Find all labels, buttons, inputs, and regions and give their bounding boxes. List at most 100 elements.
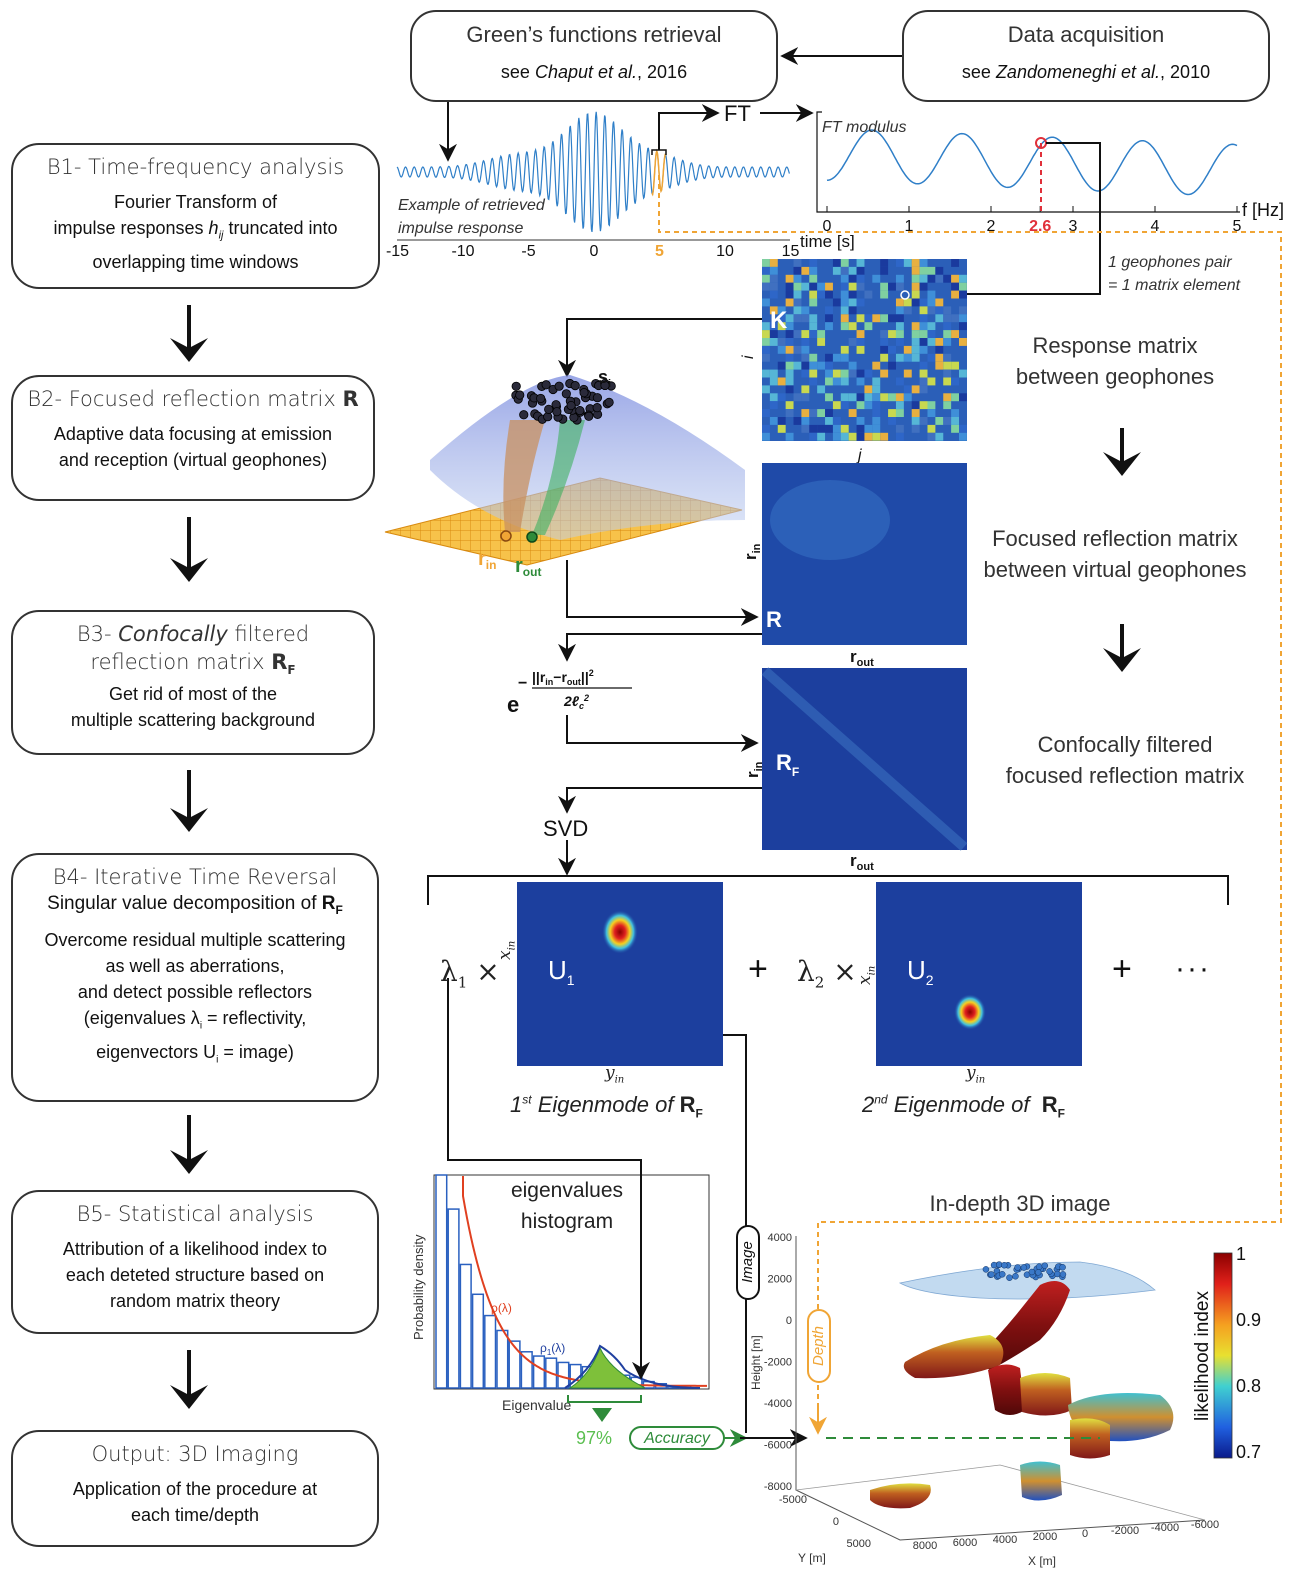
- matrix-k-cell: [903, 306, 912, 315]
- step-b4-desc4sub: i: [199, 1020, 203, 1032]
- u1-sub: 1: [566, 972, 575, 989]
- matrix-k-cell: [856, 298, 865, 307]
- y-tick-label: 0: [833, 1516, 839, 1528]
- spectrum-tick-label: 2: [987, 218, 996, 235]
- matrix-k-cell: [848, 306, 857, 315]
- matrix-k-cell: [801, 417, 810, 425]
- matrix-k-cell: [777, 424, 786, 433]
- matrix-k-cell: [951, 290, 960, 299]
- arrow-r-to-filter: [558, 633, 762, 662]
- mode1-sub: F: [695, 1106, 703, 1121]
- signal-tick-label: 5: [655, 243, 664, 260]
- matrix-k-cell: [880, 282, 889, 291]
- matrix-k-cell: [911, 274, 920, 283]
- geophone-dot: [552, 407, 562, 417]
- matrix-k-cell: [880, 369, 889, 378]
- matrix-k-cell: [785, 409, 794, 417]
- matrix-k-cell: [911, 322, 920, 331]
- step-b1-desc-part: impulse responses: [53, 218, 209, 238]
- matrix-rf-letter: RF: [776, 750, 799, 779]
- matrix-k-cell: [911, 282, 920, 291]
- topography-geophone: [1059, 1271, 1067, 1278]
- matrix-k-cell: [848, 290, 857, 299]
- topography-geophone: [1041, 1262, 1049, 1269]
- matrix-k-cell: [848, 361, 857, 370]
- matrix-k-cell: [840, 298, 849, 307]
- matrix-k-cell: [785, 330, 794, 338]
- step-b3-box: B3- Confocally filtered reflection matri…: [11, 610, 375, 755]
- step-b3-title: B3- Confocally filtered: [13, 622, 373, 646]
- geophone-dot: [575, 406, 585, 416]
- mode1-text: Eigenmode of: [531, 1092, 680, 1117]
- matrix-rf-row-label: rin: [743, 761, 765, 778]
- matrix-k-cell: [927, 322, 936, 331]
- matrix-k-cell: [762, 338, 770, 346]
- matrix-k-cell: [927, 424, 936, 433]
- response-label-line2: between geophones: [1015, 364, 1215, 389]
- matrix-r-row-label: rin: [741, 543, 763, 560]
- matrix-k-cell: [935, 306, 944, 315]
- matrix-k-cell: [943, 322, 952, 331]
- matrix-k-cell: [888, 409, 896, 417]
- eigenmode-1-hotspot: [602, 910, 638, 954]
- matrix-k-cell: [825, 306, 833, 315]
- r-in-label: rin: [478, 548, 496, 572]
- impulse-response-plot: -15 -10 -5 0 5 10 15 Example of retrieved impu…: [386, 101, 855, 260]
- matrix-k-cell: [825, 353, 833, 362]
- mode1-sup: st: [522, 1092, 532, 1107]
- matrix-k-cell: [927, 266, 936, 275]
- matrix-k-cell: [919, 377, 928, 386]
- histogram-bar: [471, 1293, 485, 1389]
- step-b3-title-pre: B3-: [76, 622, 119, 646]
- x-tick-label: -2000: [1111, 1525, 1139, 1537]
- matrix-k-cell: [848, 393, 857, 402]
- step-b4-title: B4- Iterative Time Reversal: [52, 865, 338, 889]
- matrix-k-cell: [911, 330, 920, 338]
- 3d-structure-pillar-1: [988, 1364, 1025, 1415]
- matrix-k-cell: [895, 409, 904, 417]
- step-b3-title-italic: Confocally: [118, 622, 228, 646]
- z-axis-ticks: 4000 2000 0 -2000 -4000 -6000 -8000: [764, 1232, 792, 1493]
- matrix-k-cell: [919, 306, 928, 315]
- step-b4-desc5a: eigenvectors U: [96, 1042, 217, 1063]
- z-tick-label: 2000: [768, 1274, 792, 1286]
- step-b4-subtitle-sub: F: [335, 902, 343, 917]
- image-tag: [736, 1225, 760, 1300]
- x-tick-label: 8000: [913, 1540, 937, 1552]
- matrix-k-cell: [809, 409, 818, 417]
- geophone-dot: [544, 404, 554, 414]
- matrix-k-cell: [840, 369, 849, 378]
- spectrum-ticks: 0 1 2 2.6 3 4 5: [823, 206, 1242, 235]
- topography-geophone: [1035, 1263, 1043, 1270]
- arrow-lambda-to-histogram: [447, 978, 650, 1380]
- matrix-k-cell: [777, 338, 786, 346]
- matrix-k-cell: [888, 417, 896, 425]
- matrix-k-cell: [832, 432, 841, 441]
- matrix-k-cell: [840, 314, 849, 323]
- matrix-k-cell: [935, 274, 944, 283]
- geophone-dot: [584, 411, 594, 421]
- matrix-k-cell: [856, 282, 865, 291]
- matrix-r-glow: [770, 480, 890, 560]
- matrix-k-cell: [951, 282, 960, 291]
- step-b4-desc5sub: i: [216, 1054, 219, 1066]
- spectrum-tick-label: 5: [1233, 218, 1242, 235]
- histogram-bar: [532, 1355, 546, 1389]
- matrix-k-cell: [919, 361, 928, 370]
- impulse-response-window: [651, 148, 667, 197]
- matrix-k-cell: [943, 369, 952, 378]
- greens-ref-year: , 2016: [637, 62, 688, 82]
- histogram-xlabel: Eigenvalue: [502, 1397, 571, 1413]
- matrix-k-letter: K: [770, 307, 788, 334]
- matrix-k-cell: [769, 290, 778, 299]
- histogram-title-1: eigenvalues: [511, 1179, 623, 1202]
- accuracy-label: Accuracy: [643, 1430, 711, 1447]
- matrix-k-element: [900, 290, 910, 300]
- histogram-bar: [447, 1208, 460, 1389]
- matrix-k-cell: [880, 314, 889, 323]
- matrix-k-cell: [959, 322, 967, 331]
- histogram-bar: [484, 1314, 497, 1389]
- matrix-k-cell: [872, 314, 881, 323]
- matrix-k-cell: [793, 298, 802, 307]
- geophone-dot: [519, 410, 529, 420]
